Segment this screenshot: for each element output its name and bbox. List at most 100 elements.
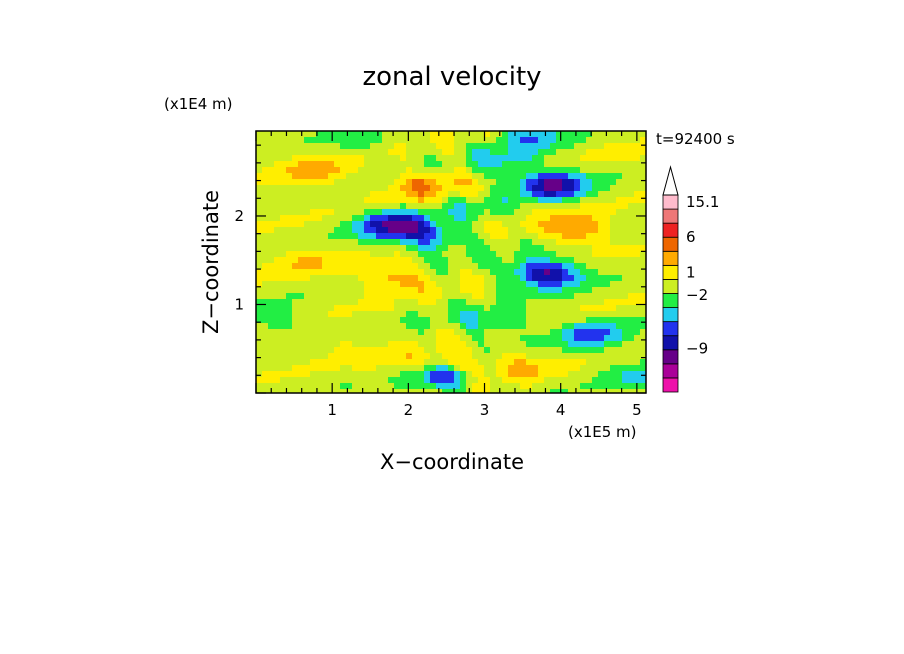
heatmap-cell <box>472 143 479 150</box>
heatmap-cell <box>526 149 533 156</box>
heatmap-cell <box>400 371 407 378</box>
heatmap-cell <box>346 389 353 394</box>
heatmap-cell <box>532 137 539 144</box>
heatmap-cell <box>418 191 425 198</box>
heatmap-cell <box>256 377 263 384</box>
heatmap-cell <box>376 263 383 270</box>
heatmap-cell <box>448 137 455 144</box>
heatmap-cell <box>574 137 581 144</box>
heatmap-cell <box>550 341 557 348</box>
heatmap-cell <box>598 257 605 264</box>
heatmap-cell <box>382 203 389 210</box>
heatmap-cell <box>424 209 431 216</box>
heatmap-cell <box>586 323 593 330</box>
heatmap-cell <box>532 173 539 180</box>
heatmap-cell <box>610 353 617 360</box>
heatmap-cell <box>298 299 305 306</box>
heatmap-cell <box>430 251 437 258</box>
heatmap-cell <box>520 197 527 204</box>
heatmap-cell <box>328 347 335 354</box>
heatmap-cell <box>406 389 413 394</box>
heatmap-cell <box>328 191 335 198</box>
heatmap-cell <box>424 173 431 180</box>
heatmap-cell <box>478 311 485 318</box>
heatmap-cell <box>286 191 293 198</box>
heatmap-cell <box>538 299 545 306</box>
heatmap-cell <box>622 179 629 186</box>
heatmap-cell <box>466 179 473 186</box>
heatmap-cell <box>448 191 455 198</box>
heatmap-cell <box>352 197 359 204</box>
heatmap-cell <box>436 197 443 204</box>
heatmap-cell <box>436 257 443 264</box>
heatmap-cell <box>292 341 299 348</box>
heatmap-cell <box>352 257 359 264</box>
heatmap-cell <box>328 335 335 342</box>
colorbar-bin <box>662 236 679 252</box>
heatmap-cell <box>292 377 299 384</box>
heatmap-cell <box>352 161 359 168</box>
heatmap-cell <box>304 137 311 144</box>
heatmap-cell <box>628 191 635 198</box>
heatmap-cell <box>628 143 635 150</box>
heatmap-cell <box>358 137 365 144</box>
heatmap-cell <box>556 263 563 270</box>
heatmap-cell <box>592 377 599 384</box>
heatmap-cell <box>400 161 407 168</box>
heatmap-cell <box>322 155 329 162</box>
heatmap-cell <box>298 353 305 360</box>
heatmap-cell <box>568 377 575 384</box>
heatmap-cell <box>304 269 311 276</box>
heatmap-cell <box>448 155 455 162</box>
heatmap-cell <box>274 179 281 186</box>
heatmap-cell <box>484 359 491 366</box>
heatmap-cell <box>610 191 617 198</box>
heatmap-cell <box>604 215 611 222</box>
heatmap-cell <box>424 293 431 300</box>
heatmap-cell <box>406 173 413 180</box>
heatmap-cell <box>616 341 623 348</box>
heatmap-cell <box>262 371 269 378</box>
heatmap-cell <box>310 383 317 390</box>
heatmap-cell <box>382 329 389 336</box>
heatmap-cell <box>358 179 365 186</box>
heatmap-cell <box>478 197 485 204</box>
heatmap-cell <box>538 377 545 384</box>
heatmap-cell <box>568 269 575 276</box>
heatmap-cell <box>280 287 287 294</box>
heatmap-cell <box>334 149 341 156</box>
heatmap-cell <box>478 227 485 234</box>
heatmap-cell <box>436 335 443 342</box>
heatmap-cell <box>322 359 329 366</box>
heatmap-cell <box>256 185 263 192</box>
heatmap-cell <box>634 365 641 372</box>
heatmap-cell <box>634 179 641 186</box>
heatmap-cell <box>496 305 503 312</box>
heatmap-cell <box>442 173 449 180</box>
heatmap-cell <box>502 173 509 180</box>
heatmap-cell <box>382 131 389 138</box>
heatmap-cell <box>544 287 551 294</box>
heatmap-cell <box>280 245 287 252</box>
heatmap-cell <box>568 293 575 300</box>
heatmap-cell <box>256 257 263 264</box>
heatmap-cell <box>310 311 317 318</box>
heatmap-cell <box>580 377 587 384</box>
heatmap-cell <box>256 329 263 336</box>
heatmap-cell <box>460 131 467 138</box>
colorbar-bin <box>662 377 679 393</box>
heatmap-cell <box>508 203 515 210</box>
heatmap-cell <box>280 233 287 240</box>
heatmap-cell <box>436 383 443 390</box>
heatmap-cell <box>418 131 425 138</box>
heatmap-cell <box>430 215 437 222</box>
heatmap-cell <box>598 209 605 216</box>
heatmap-cell <box>616 257 623 264</box>
heatmap-cell <box>586 299 593 306</box>
heatmap-cell <box>610 371 617 378</box>
heatmap-cell <box>502 221 509 228</box>
heatmap-cell <box>622 245 629 252</box>
heatmap-cell <box>286 371 293 378</box>
heatmap-cell <box>634 275 641 282</box>
heatmap-cell <box>304 263 311 270</box>
